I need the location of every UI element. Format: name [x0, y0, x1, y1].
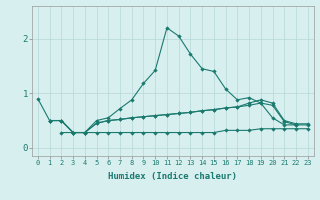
X-axis label: Humidex (Indice chaleur): Humidex (Indice chaleur) [108, 172, 237, 181]
